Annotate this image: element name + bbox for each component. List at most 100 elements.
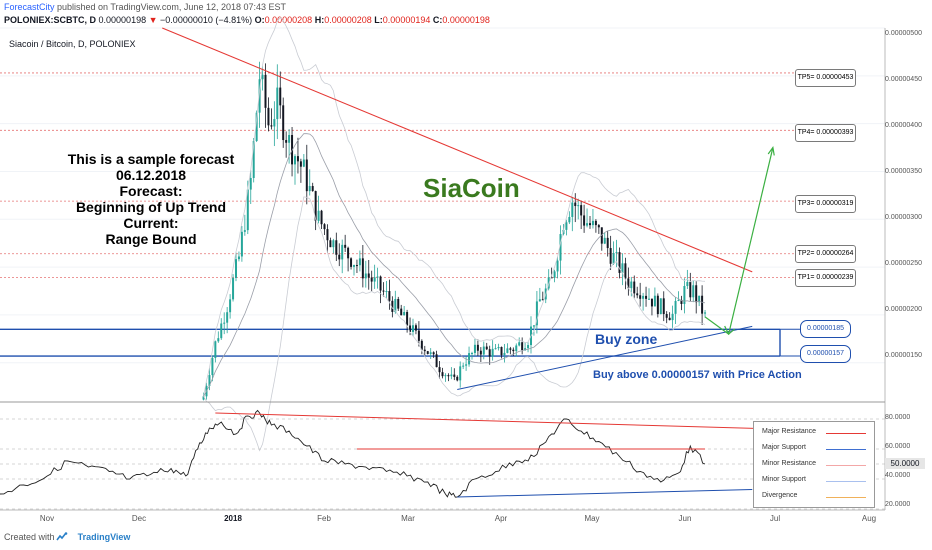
price-tick: 0.00000400 bbox=[885, 122, 922, 129]
candle-body bbox=[270, 125, 273, 127]
candle-body bbox=[347, 247, 350, 259]
candle-body bbox=[535, 301, 538, 326]
candle-body bbox=[261, 74, 264, 80]
candle-body bbox=[695, 285, 698, 303]
zone-label-lower: 0.00000157 bbox=[800, 345, 851, 363]
candle-body bbox=[453, 374, 456, 377]
author-link[interactable]: ForecastCity bbox=[4, 2, 55, 12]
tradingview-logo-icon bbox=[56, 532, 68, 541]
price-tick: 0.00000450 bbox=[885, 76, 922, 83]
price-tick: 0.00000150 bbox=[885, 352, 922, 359]
arrow-head bbox=[767, 146, 775, 156]
candle-body bbox=[586, 223, 589, 226]
candle-body bbox=[689, 281, 692, 298]
candle-body bbox=[202, 396, 205, 400]
tradingview-link[interactable]: TradingView bbox=[77, 532, 131, 542]
candle-body bbox=[211, 357, 214, 376]
candle-body bbox=[361, 258, 364, 279]
candle-body bbox=[686, 281, 689, 287]
low-value: 0.00000194 bbox=[382, 15, 431, 25]
publish-info: ForecastCity published on TradingView.co… bbox=[4, 2, 286, 12]
candle-body bbox=[335, 240, 338, 255]
time-tick: Jul bbox=[769, 514, 781, 523]
time-tick: Feb bbox=[317, 514, 331, 523]
legend-swatch bbox=[826, 497, 866, 498]
candle-body bbox=[565, 222, 568, 230]
legend-label: Major Resistance bbox=[762, 428, 817, 435]
band-upper bbox=[203, 16, 706, 397]
forecast-line: This is a sample forecast bbox=[67, 151, 235, 167]
legend-swatch bbox=[826, 433, 866, 434]
candle-body bbox=[668, 317, 671, 321]
candle-body bbox=[400, 308, 403, 316]
price-tick: 0.00000300 bbox=[885, 214, 922, 221]
time-tick: Apr bbox=[494, 514, 508, 523]
projection-arrow bbox=[704, 147, 774, 336]
candle-body bbox=[382, 290, 385, 292]
candle-body bbox=[320, 210, 323, 225]
candle-body bbox=[223, 322, 226, 324]
price-tick: 0.00000350 bbox=[885, 168, 922, 175]
candle-body bbox=[541, 299, 544, 301]
candle-body bbox=[553, 271, 556, 278]
candle-body bbox=[326, 229, 329, 241]
candle-body bbox=[680, 299, 683, 304]
candle-body bbox=[642, 295, 645, 299]
low-label: L: bbox=[374, 15, 383, 25]
candle-body bbox=[432, 352, 435, 355]
candle-body bbox=[217, 338, 220, 342]
created-with-text: Created with bbox=[4, 532, 55, 542]
rsi-tick: 60.0000 bbox=[885, 443, 911, 450]
rsi-line bbox=[0, 409, 706, 498]
candle-body bbox=[412, 325, 414, 332]
target-label-tp2: TP2= 0.00000264 bbox=[795, 245, 856, 263]
candle-body bbox=[550, 277, 553, 279]
candle-body bbox=[600, 227, 603, 244]
target-label-tp1: TP1= 0.00000239 bbox=[795, 269, 856, 287]
rsi-support-line bbox=[457, 489, 753, 498]
candle-body bbox=[438, 367, 441, 373]
rsi-tick: 80.0000 bbox=[885, 414, 911, 421]
candle-body bbox=[255, 112, 258, 142]
candle-body bbox=[653, 295, 656, 307]
candle-body bbox=[488, 349, 491, 357]
candle-body bbox=[476, 344, 479, 351]
candle-body bbox=[229, 299, 232, 313]
candle-body bbox=[621, 263, 624, 273]
candle-body bbox=[459, 366, 462, 381]
legend-label: Minor Resistance bbox=[762, 460, 817, 467]
candle-body bbox=[636, 293, 639, 296]
candle-body bbox=[353, 265, 355, 267]
pane-title: Siacoin / Bitcoin, D, POLONIEX bbox=[9, 39, 136, 49]
candle-body bbox=[648, 298, 650, 300]
close-label: C: bbox=[432, 15, 443, 25]
arrow-head bbox=[724, 325, 736, 335]
candle-body bbox=[473, 344, 476, 353]
candle-body bbox=[350, 258, 353, 267]
candle-body bbox=[397, 298, 400, 309]
target-label-tp4: TP4= 0.00000393 bbox=[795, 124, 856, 142]
candle-body bbox=[429, 352, 432, 354]
candle-body bbox=[509, 348, 512, 350]
candle-body bbox=[577, 205, 580, 207]
time-tick: Aug bbox=[861, 514, 877, 523]
candle-body bbox=[594, 220, 597, 226]
rsi-tick: 40.0000 bbox=[885, 472, 911, 479]
band-middle bbox=[203, 133, 706, 397]
candle-body bbox=[414, 325, 417, 331]
candle-body bbox=[671, 313, 674, 321]
candle-body bbox=[214, 341, 217, 358]
indicator-legend: Major Resistance Major Support Minor Res… bbox=[753, 421, 875, 508]
candle-body bbox=[329, 240, 332, 248]
price-tick: 0.00000500 bbox=[885, 30, 922, 37]
candle-body bbox=[311, 186, 314, 192]
candle-body bbox=[355, 265, 358, 267]
candle-body bbox=[308, 186, 311, 192]
forecast-line: Beginning of Up Trend bbox=[75, 199, 227, 215]
legend-label: Minor Support bbox=[762, 476, 806, 483]
candle-body bbox=[423, 349, 426, 352]
candle-body bbox=[465, 364, 468, 366]
candle-body bbox=[630, 281, 633, 289]
candle-body bbox=[385, 291, 388, 293]
